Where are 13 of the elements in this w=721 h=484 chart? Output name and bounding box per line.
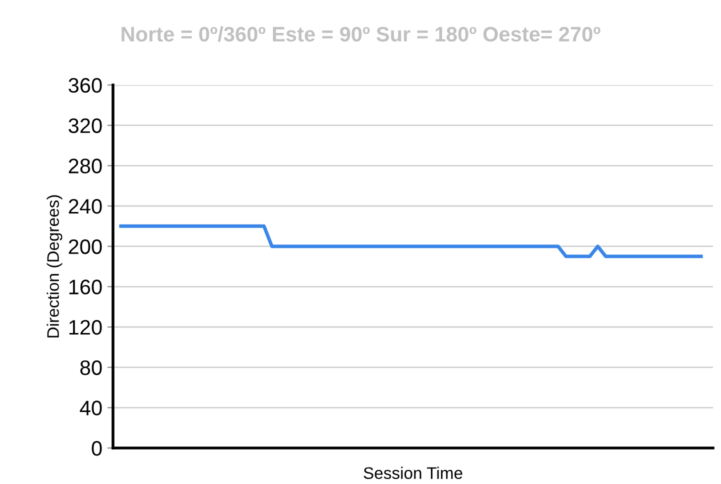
y-tick-label: 80 [80, 360, 102, 376]
y-tick-label: 360 [68, 78, 102, 93]
y-tick-label: 320 [68, 118, 102, 134]
y-axis-title: Direction (Degrees) [46, 195, 62, 338]
y-tick-label: 240 [68, 199, 102, 214]
y-tick-label: 40 [80, 400, 102, 416]
y-tick-label: 120 [69, 320, 102, 335]
y-tick-label: 160 [69, 280, 102, 294]
y-tick-label: 0 [92, 441, 102, 456]
chart-subtitle: Norte = 0º/360º Este = 90º Sur = 180º Oeste= 270º [122, 26, 600, 42]
y-tick-label: 280 [68, 158, 102, 174]
y-tick-label: 200 [68, 239, 102, 254]
x-axis-title: Session Time [364, 466, 462, 479]
